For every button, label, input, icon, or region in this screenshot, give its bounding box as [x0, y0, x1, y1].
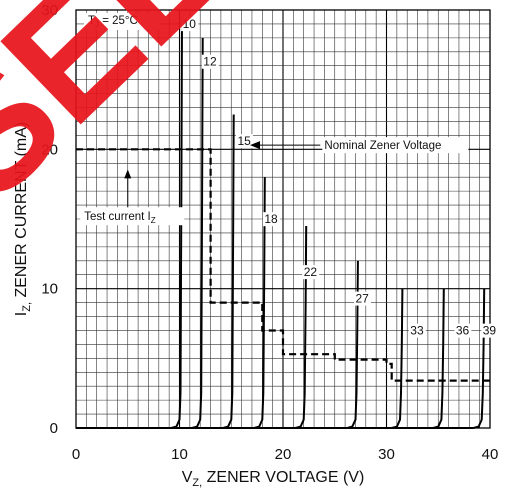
x-tick-label: 20: [275, 446, 292, 463]
curve-label-bg: [454, 323, 472, 338]
curve-label-bg: [262, 212, 280, 227]
curve-label-10v: 10: [183, 17, 197, 31]
curve-label-bg: [201, 54, 219, 69]
zener-curves: 10 12 15 18 22 27 33 36 39: [76, 16, 499, 429]
watermark: SELF: [0, 0, 326, 236]
curve-label-27v: 27: [355, 292, 369, 306]
test-current-arrow-head: [124, 169, 132, 179]
x-tick-label: 30: [378, 446, 395, 463]
x-tick-label: 10: [171, 446, 188, 463]
curve-label-22v: 22: [304, 265, 318, 279]
tick-labels: 0 10 20 30 40 0 10 20 30: [41, 2, 498, 463]
y-tick-label: 0: [50, 420, 58, 437]
curve-label-bg: [235, 134, 253, 149]
test-current-label: Test current IZ: [84, 211, 155, 225]
y-axis-title: IZ, ZENER CURRENT (mA): [13, 122, 33, 316]
curve-label-bg: [302, 265, 320, 280]
curve-label-bg: [181, 17, 199, 32]
x-tick-label: 40: [482, 446, 499, 463]
y-tick-label: 20: [41, 141, 58, 158]
x-axis-title: VZ, ZENER VOLTAGE (V): [182, 469, 365, 489]
zener-curve-39v: [76, 288, 486, 429]
nominal-zener-voltage-label: Nominal Zener Voltage: [324, 140, 441, 152]
y-tick-label: 30: [41, 2, 58, 19]
y-tick-label: 10: [41, 281, 58, 298]
curve-label-bg: [353, 291, 371, 306]
condition-label: TJ = 25°C: [88, 15, 138, 29]
nominal-label-bg: [322, 137, 469, 154]
x-tick-label: 0: [72, 446, 80, 463]
curve-label-bg: [408, 323, 426, 338]
condition-label-bg: [84, 13, 160, 30]
test-current-step-line: [76, 148, 490, 382]
curve-label-18v: 18: [264, 212, 278, 226]
curve-label-bg: [481, 323, 499, 338]
test-current-label-bg: [80, 207, 185, 226]
zener-curve-22v: [76, 225, 308, 429]
curve-label-39v: 39: [483, 324, 497, 338]
curve-label-12v: 12: [203, 55, 217, 69]
curve-label-36v: 36: [456, 324, 470, 338]
curve-label-15v: 15: [237, 134, 251, 148]
curve-label-33v: 33: [410, 324, 424, 338]
nominal-arrow-head: [250, 141, 261, 150]
